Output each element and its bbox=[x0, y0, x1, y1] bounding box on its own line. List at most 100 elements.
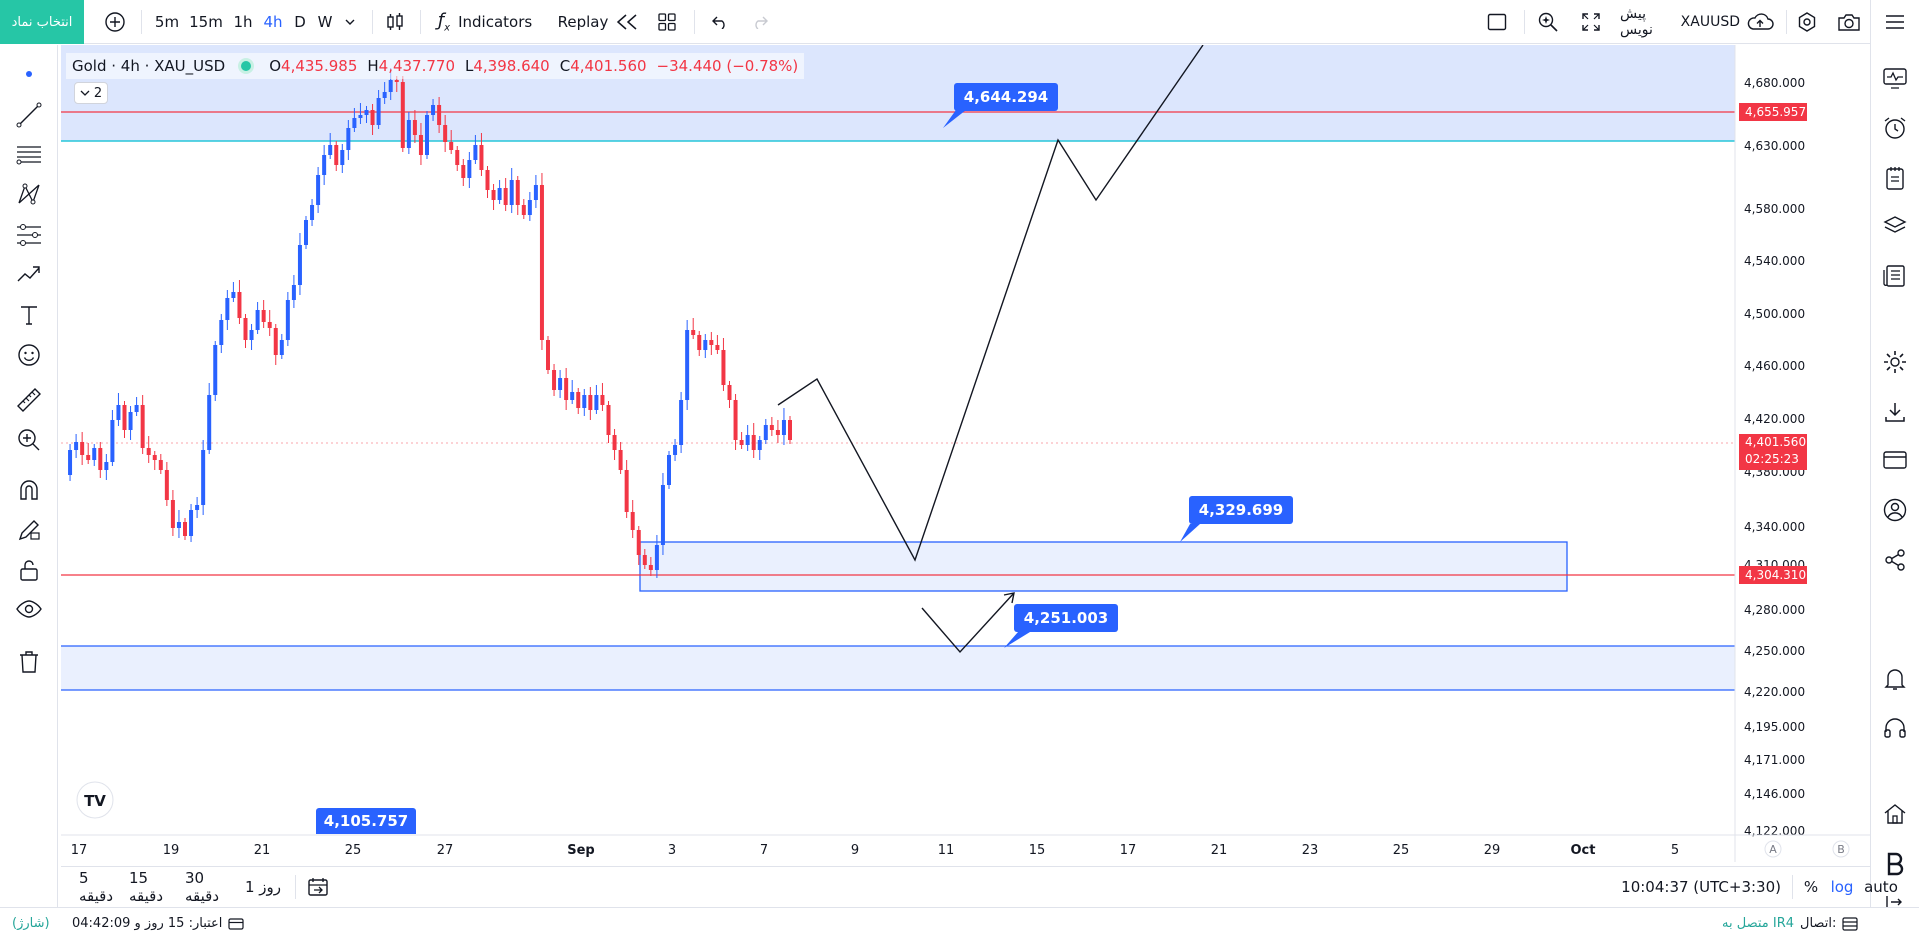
settings-button[interactable] bbox=[1878, 345, 1912, 379]
prediction-tool[interactable] bbox=[12, 218, 46, 252]
drawing-mode-tool[interactable] bbox=[12, 513, 46, 547]
notes-button[interactable] bbox=[1878, 161, 1912, 195]
quick-search-button[interactable] bbox=[1533, 0, 1563, 44]
redo-button[interactable] bbox=[745, 0, 775, 44]
share-button[interactable] bbox=[1878, 543, 1912, 577]
text-tool[interactable] bbox=[12, 298, 46, 332]
hide-drawings-tool[interactable] bbox=[12, 593, 46, 627]
home-button[interactable] bbox=[1878, 797, 1912, 831]
trend-line-tool[interactable] bbox=[12, 98, 46, 132]
indicator-toggle[interactable]: 2 bbox=[74, 82, 108, 104]
zigzag-arrow-icon bbox=[17, 266, 40, 282]
log-toggle[interactable]: log bbox=[1830, 878, 1854, 896]
timeframe-15m[interactable]: 15m bbox=[189, 13, 223, 31]
symbol-search-button[interactable]: انتخاب نماد bbox=[0, 0, 84, 44]
low-value: 4,398.640 bbox=[473, 57, 550, 75]
candle-body bbox=[667, 455, 671, 485]
callout-4329[interactable]: 4,329.699 bbox=[1189, 496, 1293, 524]
clock[interactable]: 10:04:37 (UTC+3:30) bbox=[1621, 878, 1781, 896]
indicators-button[interactable]: ƒx Indicators bbox=[432, 0, 538, 44]
range-1d[interactable]: 1 روز bbox=[244, 878, 282, 896]
fullscreen-square-button[interactable] bbox=[1482, 0, 1512, 44]
timeframe-d[interactable]: D bbox=[294, 13, 306, 31]
candle-body bbox=[207, 395, 212, 450]
measure-tool[interactable] bbox=[12, 383, 46, 417]
demand-zone bbox=[639, 541, 1568, 592]
menu-button[interactable] bbox=[1878, 5, 1912, 39]
candle-body bbox=[316, 175, 321, 205]
candle-body bbox=[685, 330, 690, 400]
notifications-button[interactable] bbox=[1878, 662, 1912, 696]
candle-body bbox=[334, 145, 339, 165]
auto-toggle[interactable]: auto bbox=[1864, 878, 1898, 896]
wallet-button[interactable] bbox=[1878, 443, 1912, 477]
pattern-icon bbox=[18, 183, 40, 205]
price-tick-label: 4,500.000 bbox=[1744, 307, 1805, 321]
timeframe-4h[interactable]: 4h bbox=[263, 13, 283, 31]
timeframe-5m[interactable]: 5m bbox=[154, 13, 180, 31]
candle-body bbox=[709, 340, 714, 345]
lower-zone bbox=[61, 646, 1735, 690]
chart-type-button[interactable] bbox=[380, 0, 410, 44]
range-5m[interactable]: 5 دقیقه bbox=[79, 869, 114, 905]
goto-date-button[interactable] bbox=[303, 867, 333, 907]
candle-body bbox=[703, 340, 708, 350]
alerts-button[interactable] bbox=[1878, 111, 1912, 145]
zoom-in-icon bbox=[18, 429, 40, 451]
profile-button[interactable] bbox=[1878, 493, 1912, 527]
expand-button[interactable] bbox=[1576, 0, 1606, 44]
callout-4251[interactable]: 4,251.003 bbox=[1014, 604, 1118, 632]
legend-title[interactable]: Gold · 4h · XAU_USD bbox=[72, 57, 226, 75]
candle-body bbox=[370, 110, 375, 125]
timeframe-1h[interactable]: 1h bbox=[233, 13, 253, 31]
pattern-tool[interactable] bbox=[12, 178, 46, 212]
screenshot-button[interactable] bbox=[1834, 0, 1864, 44]
undo-button[interactable] bbox=[705, 0, 735, 44]
add-symbol-button[interactable] bbox=[100, 0, 130, 44]
news-button[interactable] bbox=[1878, 259, 1912, 293]
candle-body bbox=[110, 420, 115, 462]
lock-drawings-tool[interactable] bbox=[12, 553, 46, 587]
brush-tool[interactable] bbox=[12, 258, 46, 292]
timeframe-w[interactable]: W bbox=[317, 13, 333, 31]
candle-body bbox=[116, 405, 121, 420]
open-label: O bbox=[269, 57, 282, 75]
range-15m[interactable]: 15 دقیقه bbox=[129, 869, 164, 905]
support-button[interactable] bbox=[1878, 712, 1912, 746]
remove-drawings-tool[interactable] bbox=[12, 645, 46, 679]
cloud-save-button[interactable] bbox=[1744, 0, 1776, 44]
time-axis[interactable]: 17 19 21 25 27 Sep 3 7 9 11 15 17 21 23 25 29 Oct 5 A B bbox=[71, 840, 1850, 858]
low-label: L bbox=[465, 57, 474, 75]
percent-toggle[interactable]: % bbox=[1803, 878, 1819, 896]
fib-tool[interactable] bbox=[12, 138, 46, 172]
candle-body bbox=[364, 110, 369, 115]
callout-4105[interactable]: 4,105.757 bbox=[316, 808, 416, 834]
download-button[interactable] bbox=[1878, 395, 1912, 429]
candle-body bbox=[104, 462, 109, 470]
layers-button[interactable] bbox=[1878, 209, 1912, 243]
time-tick-label: Sep bbox=[567, 843, 595, 858]
candle-body bbox=[485, 170, 490, 190]
replay-button[interactable]: Replay bbox=[548, 0, 650, 44]
broker-button[interactable] bbox=[1878, 847, 1912, 881]
chart-settings-button[interactable] bbox=[1792, 0, 1822, 44]
crosshair-tool[interactable] bbox=[12, 57, 46, 91]
layout-button[interactable] bbox=[652, 0, 682, 44]
redo-icon bbox=[755, 16, 768, 29]
tradingview-logo[interactable]: TV bbox=[76, 781, 114, 819]
callout-4644[interactable]: 4,644.294 bbox=[954, 83, 1058, 111]
candle-body bbox=[152, 455, 157, 460]
candle-body bbox=[769, 425, 774, 430]
charge-link[interactable]: (شارژ) bbox=[12, 916, 50, 931]
price-chart[interactable]: 4,680.000 4,630.000 4,580.000 4,540.000 4,50… bbox=[61, 45, 1870, 863]
bell-icon bbox=[1884, 669, 1906, 690]
range-30m[interactable]: 30 دقیقه bbox=[185, 869, 220, 905]
timeframe-dropdown[interactable] bbox=[340, 0, 360, 44]
zoom-tool[interactable] bbox=[12, 423, 46, 457]
magnet-tool[interactable] bbox=[12, 473, 46, 507]
emoji-tool[interactable] bbox=[12, 338, 46, 372]
candle-body bbox=[249, 330, 254, 340]
watchlist-button[interactable] bbox=[1878, 61, 1912, 95]
hexagon-gear-icon bbox=[1798, 12, 1816, 32]
symbol-info[interactable]: پیش نویس XAUUSD bbox=[1620, 0, 1740, 44]
